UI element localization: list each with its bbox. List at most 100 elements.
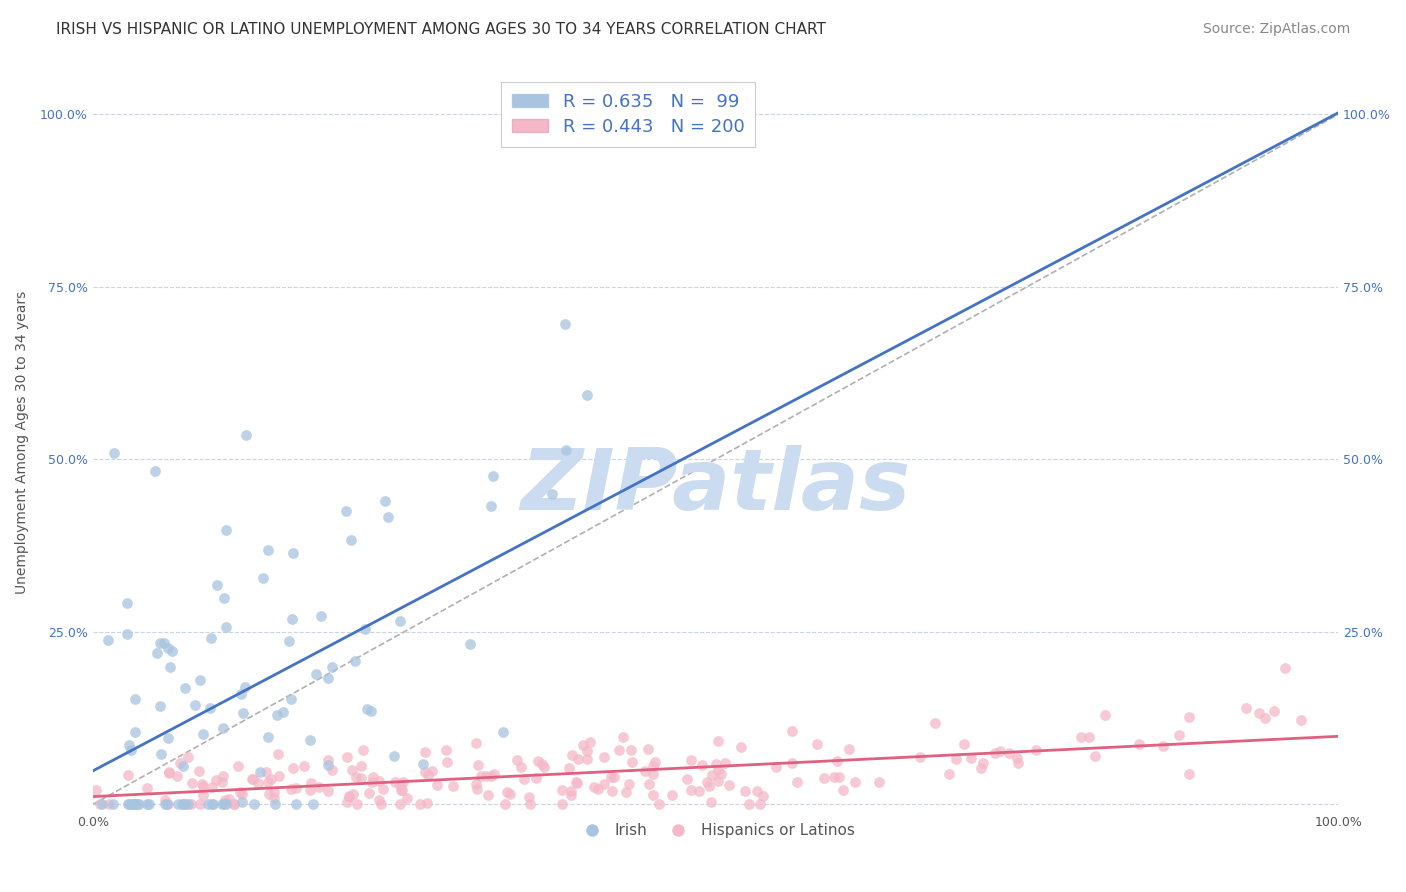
Point [273, 705, 295, 719]
Point [91, 797, 114, 811]
Point [235, 427, 257, 442]
Point [124, 724, 146, 739]
Point [374, 493, 396, 508]
Text: Source: ZipAtlas.com: Source: ZipAtlas.com [1202, 22, 1350, 37]
Point [984, 746, 1007, 760]
Point [299, 776, 322, 790]
Point [749, 797, 772, 811]
Point [988, 744, 1011, 758]
Point [533, 759, 555, 773]
Point [124, 692, 146, 706]
Point [908, 750, 931, 764]
Point [204, 772, 226, 787]
Point [730, 740, 752, 755]
Point [281, 761, 304, 775]
Point [415, 745, 437, 759]
Point [84, 783, 107, 797]
Point [157, 731, 180, 745]
Point [252, 571, 274, 585]
Point [229, 687, 252, 701]
Point [1178, 766, 1201, 780]
Point [246, 775, 269, 789]
Point [619, 742, 641, 756]
Point [384, 748, 406, 763]
Point [517, 789, 540, 804]
Point [704, 757, 727, 772]
Point [389, 783, 412, 797]
Point [157, 640, 180, 655]
Point [492, 724, 515, 739]
Point [263, 791, 285, 805]
Point [155, 793, 177, 807]
Point [200, 631, 222, 645]
Point [298, 783, 321, 797]
Point [970, 761, 993, 775]
Point [441, 779, 464, 793]
Point [868, 775, 890, 789]
Point [1084, 749, 1107, 764]
Point [1070, 731, 1092, 745]
Point [278, 633, 301, 648]
Point [1007, 756, 1029, 770]
Point [214, 793, 236, 807]
Point [232, 706, 254, 721]
Point [292, 759, 315, 773]
Point [389, 778, 412, 792]
Point [172, 797, 194, 811]
Point [494, 797, 516, 811]
Point [115, 626, 138, 640]
Point [120, 797, 142, 811]
Point [688, 783, 710, 797]
Point [675, 772, 697, 786]
Point [734, 784, 756, 798]
Point [117, 797, 139, 811]
Point [222, 797, 245, 811]
Point [1289, 713, 1312, 727]
Point [157, 764, 180, 779]
Point [582, 780, 605, 795]
Point [540, 487, 562, 501]
Point [592, 750, 614, 764]
Point [162, 643, 184, 657]
Point [1094, 708, 1116, 723]
Point [648, 797, 671, 811]
Point [193, 779, 215, 793]
Point [572, 739, 595, 753]
Point [458, 637, 481, 651]
Point [575, 744, 598, 758]
Point [191, 777, 214, 791]
Point [825, 754, 848, 768]
Point [188, 673, 211, 687]
Point [269, 768, 291, 782]
Point [146, 646, 169, 660]
Point [1128, 737, 1150, 751]
Point [211, 774, 233, 789]
Point [422, 764, 444, 778]
Point [243, 797, 266, 811]
Point [256, 774, 278, 789]
Point [998, 746, 1021, 760]
Point [1274, 661, 1296, 675]
Point [679, 782, 702, 797]
Point [242, 772, 264, 786]
Point [346, 770, 368, 784]
Point [301, 797, 323, 811]
Point [233, 680, 256, 694]
Point [641, 758, 664, 772]
Point [1263, 705, 1285, 719]
Point [614, 785, 637, 799]
Point [555, 443, 578, 458]
Point [350, 759, 373, 773]
Point [482, 767, 505, 781]
Point [699, 795, 721, 809]
Point [409, 797, 432, 811]
Point [482, 468, 505, 483]
Point [465, 736, 488, 750]
Point [180, 797, 202, 811]
Point [952, 737, 974, 751]
Point [138, 797, 160, 811]
Point [527, 754, 550, 768]
Point [706, 774, 728, 789]
Point [214, 797, 236, 811]
Point [465, 781, 488, 796]
